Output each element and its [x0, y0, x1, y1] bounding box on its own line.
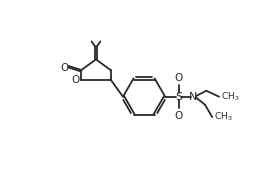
Text: N: N — [189, 92, 198, 102]
Text: O: O — [60, 63, 68, 73]
Text: S: S — [175, 92, 182, 102]
Text: CH$_3$: CH$_3$ — [214, 111, 232, 123]
Text: CH$_3$: CH$_3$ — [221, 90, 239, 103]
Text: O: O — [71, 75, 80, 85]
Text: O: O — [174, 73, 183, 83]
Text: O: O — [174, 111, 183, 121]
